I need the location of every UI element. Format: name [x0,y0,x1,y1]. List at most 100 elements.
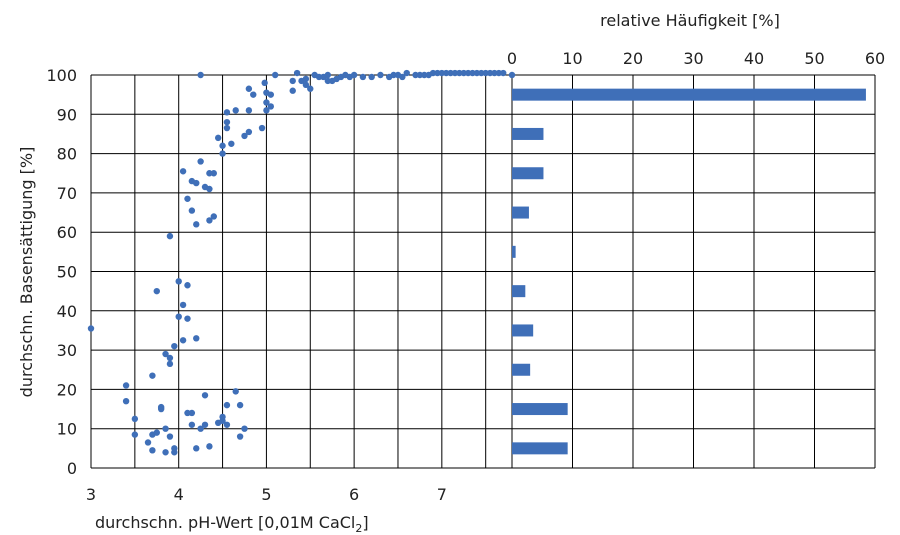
scatter-point [482,69,489,77]
x-tick-label: 5 [261,485,271,504]
scatter-point [206,217,213,224]
histogram-tick-label: 0 [507,49,517,68]
scatter-point [184,409,191,417]
y-tick-label: 60 [57,223,77,242]
scatter-point [131,431,139,438]
scatter-point [197,425,204,432]
scatter-point [219,413,226,421]
scatter-point [87,325,95,332]
scatter-point [236,401,244,409]
scatter-point [175,278,182,285]
scatter-point [206,170,213,177]
scatter-point [429,69,437,77]
scatter-point [223,109,231,116]
scatter-point [478,69,485,77]
scatter-point [171,449,178,456]
scatter-point [451,69,459,77]
scatter-point [350,71,358,79]
histogram-bar [512,127,544,140]
scatter-point [193,445,200,452]
scatter-point [162,449,169,456]
y-tick-label: 80 [57,145,77,164]
scatter-point [206,185,213,193]
histogram-bar [512,442,568,455]
scatter-y-axis-title: durchschn. Basensättigung [%] [17,147,36,398]
x-tick-label: 6 [349,485,359,504]
scatter-point [197,71,204,79]
scatter-point [324,77,332,85]
scatter-point [307,85,314,92]
scatter-point [390,71,397,79]
scatter-point [289,77,296,85]
scatter-point [197,158,204,165]
scatter-point [403,69,410,77]
scatter-points [87,69,516,456]
scatter-point [245,107,253,114]
x-tick-label: 4 [174,485,184,504]
scatter-point [460,69,467,77]
scatter-point [188,421,196,428]
scatter-point [210,170,217,177]
scatter-point [201,392,209,399]
scatter-point [179,168,187,175]
scatter-point [153,429,160,436]
scatter-point [166,433,174,440]
scatter-point [184,282,191,289]
x-axis-title-main: durchschn. pH-Wert [0,01M CaCl [95,513,355,532]
histogram-bar [512,88,866,101]
histogram-bar [512,245,516,258]
scatter-point [267,103,275,110]
histogram-bar [512,206,529,219]
scatter-point [223,401,231,409]
scatter-point [219,150,226,157]
histogram-tick-label: 50 [804,49,824,68]
scatter-point [495,69,503,77]
scatter-point [157,405,165,413]
scatter-point [153,287,160,295]
scatter-point [193,221,200,228]
scatter-point [443,69,450,77]
scatter-point [149,447,156,454]
scatter-point [149,372,156,379]
scatter-point [289,87,296,94]
scatter-point [210,213,217,220]
scatter-point [193,179,200,187]
y-tick-label: 30 [57,341,77,360]
scatter-x-axis-title: durchschn. pH-Wert [0,01M CaCl2] [95,513,369,535]
scatter-point [193,335,200,342]
scatter-point [184,315,191,322]
histogram-bar [512,285,526,298]
grid-layer [90,74,876,469]
scatter-point [245,85,253,92]
scatter-point [456,69,463,77]
scatter-point [250,91,257,98]
scatter-point [184,195,191,202]
scatter-point [219,142,226,149]
x-tick-label: 7 [437,485,447,504]
scatter-point [399,73,406,81]
histogram-bar [512,324,534,337]
scatter-point [166,232,174,240]
y-tick-label: 40 [57,302,77,321]
scatter-point [166,354,174,362]
scatter-point [131,415,139,423]
scatter-point [500,69,507,77]
scatter-point [377,71,384,79]
scatter-point [188,409,196,417]
scatter-point [469,69,476,77]
scatter-point [271,71,279,79]
scatter-point [223,118,231,126]
scatter-point [258,124,266,132]
scatter-point [245,128,253,136]
scatter-point [223,421,231,428]
scatter-point [368,73,375,81]
x-tick-label: 3 [86,485,96,504]
histogram-bars [512,88,866,455]
scatter-point [144,439,152,446]
histogram-x-axis-title: relative Häufigkeit [%] [600,11,780,30]
scatter-point [359,73,367,81]
scatter-point [302,81,310,89]
histogram-tick-label: 60 [865,49,885,68]
scatter-point [486,69,494,77]
